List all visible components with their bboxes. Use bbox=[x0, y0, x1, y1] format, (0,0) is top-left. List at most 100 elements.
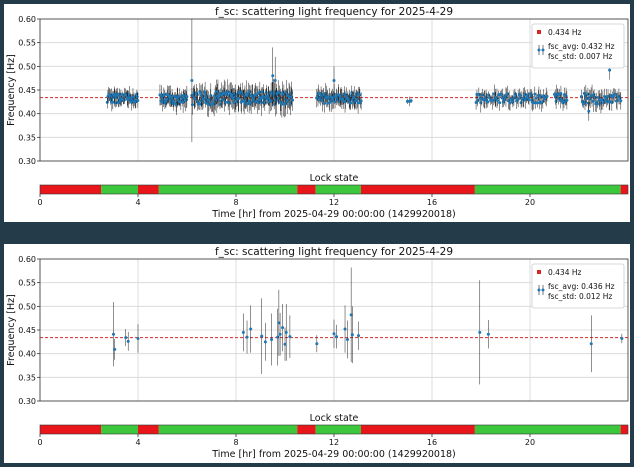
data-point bbox=[476, 98, 480, 102]
data-point bbox=[185, 98, 189, 102]
data-point bbox=[508, 101, 512, 105]
data-point bbox=[599, 101, 603, 105]
chart-panel-top: f_sc: scattering light frequency for 202… bbox=[4, 4, 630, 222]
data-point bbox=[359, 99, 363, 103]
data-point bbox=[240, 90, 244, 94]
frequency-chart-top: f_sc: scattering light frequency for 202… bbox=[6, 6, 629, 220]
data-point bbox=[244, 98, 248, 102]
legend-point-marker bbox=[541, 48, 545, 52]
x-tick-label: 12 bbox=[329, 198, 339, 207]
legend-box bbox=[531, 263, 625, 309]
data-point bbox=[409, 99, 413, 103]
x-tick-label: 20 bbox=[525, 438, 535, 447]
data-point bbox=[135, 95, 139, 99]
y-tick-label: 0.50 bbox=[18, 302, 36, 311]
data-point bbox=[136, 337, 140, 341]
y-tick-label: 0.60 bbox=[18, 255, 36, 264]
data-point bbox=[249, 327, 253, 331]
data-point bbox=[554, 99, 558, 103]
data-point bbox=[333, 100, 337, 104]
data-point bbox=[332, 79, 336, 83]
data-point bbox=[185, 95, 189, 99]
data-point bbox=[487, 93, 491, 97]
data-point bbox=[511, 100, 515, 104]
y-tick-label: 0.35 bbox=[18, 373, 36, 382]
data-point bbox=[288, 335, 292, 339]
data-point bbox=[535, 101, 539, 105]
lock-state-segment-unlocked bbox=[40, 185, 102, 194]
legend-point-marker bbox=[537, 288, 541, 292]
x-tick-label: 8 bbox=[233, 198, 238, 207]
data-point bbox=[163, 92, 167, 96]
data-point bbox=[228, 101, 232, 105]
x-tick-label: 8 bbox=[233, 438, 238, 447]
data-point bbox=[277, 321, 281, 325]
data-point bbox=[264, 91, 268, 95]
data-point bbox=[533, 92, 537, 96]
data-point bbox=[132, 95, 136, 99]
legend-reference-marker bbox=[537, 270, 541, 274]
lock-state-label: Lock state bbox=[310, 173, 359, 184]
data-point bbox=[271, 74, 275, 78]
data-point bbox=[251, 93, 255, 97]
data-point bbox=[559, 91, 563, 95]
data-point bbox=[218, 102, 222, 106]
data-point bbox=[589, 342, 593, 346]
x-tick-label: 16 bbox=[427, 198, 437, 207]
data-point bbox=[337, 93, 341, 97]
y-tick-label: 0.55 bbox=[18, 279, 36, 288]
data-point bbox=[126, 339, 130, 343]
data-point bbox=[586, 92, 590, 96]
data-point bbox=[587, 109, 591, 113]
lock-state-label: Lock state bbox=[310, 413, 359, 424]
lock-state-segment-unlocked bbox=[138, 425, 159, 434]
y-axis-label: Frequency [Hz] bbox=[6, 294, 17, 366]
data-point bbox=[117, 101, 121, 105]
data-point bbox=[283, 342, 287, 346]
lock-state-segment-locked bbox=[101, 425, 138, 434]
data-point bbox=[484, 95, 488, 99]
data-point bbox=[345, 337, 349, 341]
data-point bbox=[481, 93, 485, 97]
x-tick-label: 4 bbox=[135, 198, 140, 207]
data-point bbox=[596, 96, 600, 100]
x-axis-label: Time [hr] from 2025-04-29 00:00:00 (1429… bbox=[211, 209, 456, 220]
data-point bbox=[505, 92, 509, 96]
data-point bbox=[323, 91, 327, 95]
data-point bbox=[541, 94, 545, 98]
data-point bbox=[478, 330, 482, 334]
data-point bbox=[202, 97, 206, 101]
lock-state-segment-unlocked bbox=[360, 425, 475, 434]
data-point bbox=[613, 92, 617, 96]
x-tick-label: 0 bbox=[37, 198, 42, 207]
data-point bbox=[209, 97, 213, 101]
data-point bbox=[486, 100, 490, 104]
data-point bbox=[479, 101, 483, 105]
y-tick-label: 0.40 bbox=[18, 350, 36, 359]
data-point bbox=[233, 91, 237, 95]
data-point bbox=[234, 100, 238, 104]
data-point bbox=[241, 330, 245, 334]
lock-state-segment-unlocked bbox=[297, 185, 316, 194]
y-tick-label: 0.45 bbox=[18, 86, 36, 95]
x-axis-label: Time [hr] from 2025-04-29 00:00:00 (1429… bbox=[211, 449, 456, 460]
x-tick-label: 0 bbox=[37, 438, 42, 447]
lock-state-segment-unlocked bbox=[40, 425, 102, 434]
data-point bbox=[339, 94, 343, 98]
data-point bbox=[217, 94, 221, 98]
data-point bbox=[348, 98, 352, 102]
data-point bbox=[315, 342, 319, 346]
data-point bbox=[619, 99, 623, 103]
data-point bbox=[514, 94, 518, 98]
data-point bbox=[486, 332, 490, 336]
data-point bbox=[112, 332, 115, 336]
y-tick-label: 0.30 bbox=[18, 157, 36, 166]
data-point bbox=[136, 98, 140, 102]
legend-std-label: fsc_std: 0.007 Hz bbox=[548, 52, 612, 61]
y-tick-label: 0.40 bbox=[18, 110, 36, 119]
data-point bbox=[606, 94, 610, 98]
data-point bbox=[284, 330, 288, 334]
y-tick-label: 0.60 bbox=[18, 15, 36, 24]
data-point bbox=[342, 97, 346, 101]
data-point bbox=[349, 94, 353, 98]
